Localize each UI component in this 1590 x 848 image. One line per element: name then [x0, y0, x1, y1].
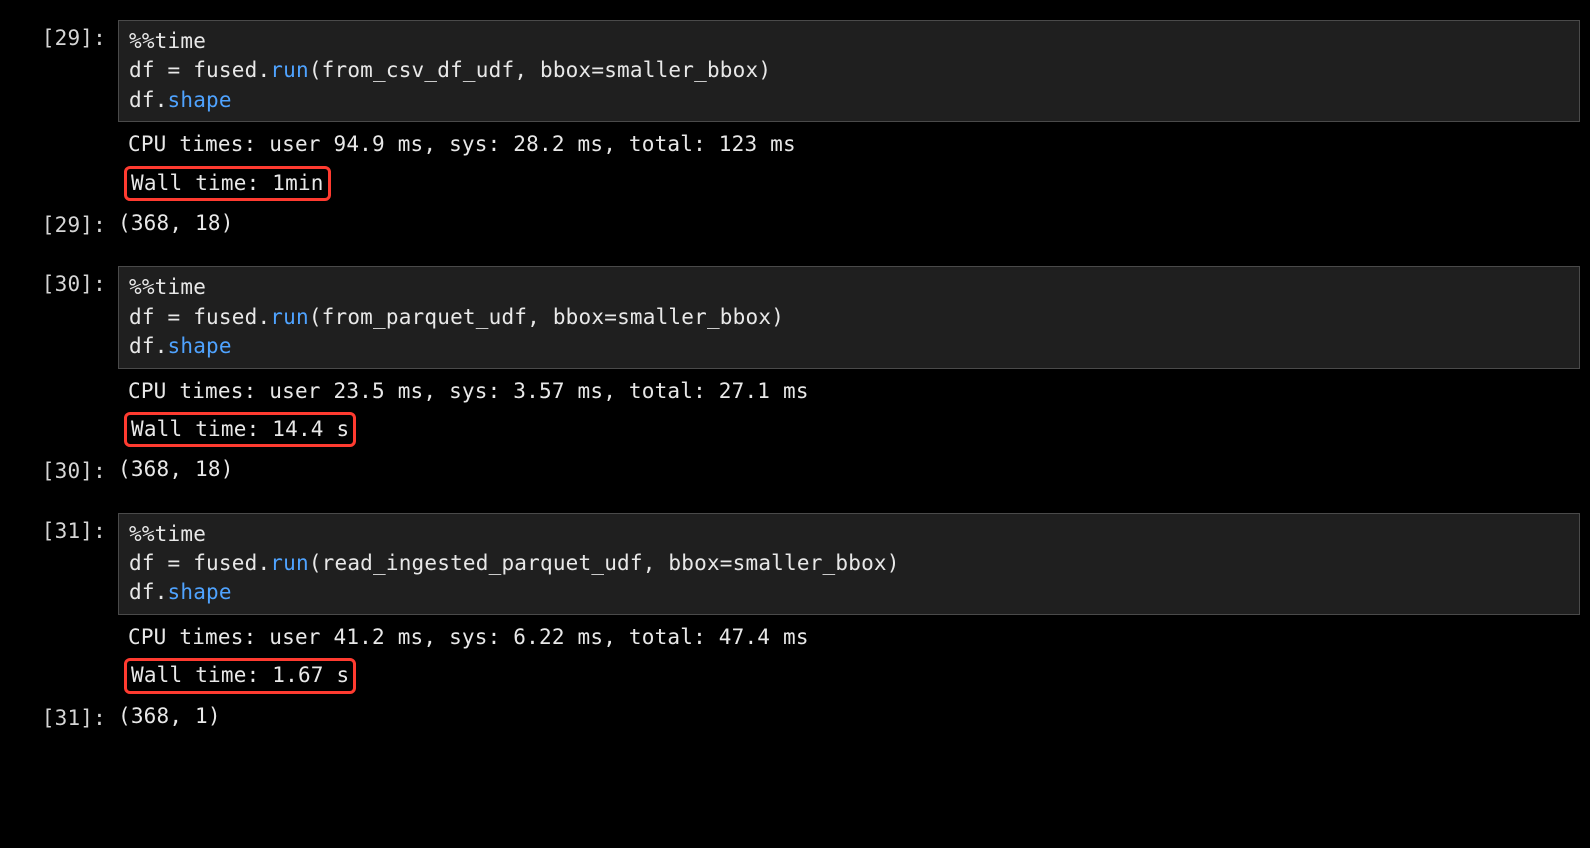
output-prompt: [30]:: [10, 453, 118, 486]
code-attr: shape: [168, 580, 232, 604]
code-eq2: =: [604, 305, 617, 329]
code-module: fused: [193, 551, 257, 575]
result-text: (368, 18): [118, 453, 1580, 486]
code-kwarg: bbox: [668, 551, 719, 575]
input-prompt: [30]:: [10, 266, 118, 368]
output-row: [31]: (368, 1): [10, 700, 1580, 733]
code-eq2: =: [591, 58, 604, 82]
wall-time-text: Wall time: 1min: [131, 171, 324, 195]
output-prompt: [29]:: [10, 207, 118, 240]
code-open: (: [309, 58, 322, 82]
wall-time-row: Wall time: 14.4 s: [118, 408, 1580, 449]
code-kwarg: bbox: [540, 58, 591, 82]
code-magic: %%time: [129, 275, 206, 299]
code-open: (: [309, 551, 322, 575]
code-close: ): [771, 305, 784, 329]
code-kwval: smaller_bbox: [733, 551, 887, 575]
notebook-cell: [31]: %%time df = fused.run(read_ingeste…: [10, 513, 1580, 733]
stdout-row: CPU times: user 94.9 ms, sys: 28.2 ms, t…: [10, 126, 1580, 203]
code-attr: shape: [168, 334, 232, 358]
code-input-area[interactable]: %%time df = fused.run(read_ingested_parq…: [118, 513, 1580, 615]
code-fn: run: [270, 58, 309, 82]
wall-time-highlight: Wall time: 1min: [124, 166, 331, 201]
code-lhs: df: [129, 58, 155, 82]
code-arg: from_parquet_udf: [322, 305, 528, 329]
empty-prompt: [10, 373, 118, 450]
code-eq: =: [155, 58, 194, 82]
cpu-times-line: CPU times: user 23.5 ms, sys: 3.57 ms, t…: [118, 373, 1580, 408]
code-open: (: [309, 305, 322, 329]
code-obj: df: [129, 334, 155, 358]
code-eq: =: [155, 305, 194, 329]
code-magic: %%time: [129, 522, 206, 546]
empty-prompt: [10, 126, 118, 203]
wall-time-highlight: Wall time: 1.67 s: [124, 658, 356, 693]
output-prompt: [31]:: [10, 700, 118, 733]
code-comma: ,: [643, 551, 669, 575]
code-dot: .: [257, 551, 270, 575]
code-comma: ,: [514, 58, 540, 82]
input-prompt: [29]:: [10, 20, 118, 122]
code-obj: df: [129, 88, 155, 112]
code-arg: from_csv_df_udf: [322, 58, 515, 82]
code-module: fused: [193, 58, 257, 82]
code-dot2: .: [155, 88, 168, 112]
result-text: (368, 1): [118, 700, 1580, 733]
notebook-cell: [30]: %%time df = fused.run(from_parquet…: [10, 266, 1580, 486]
code-lhs: df: [129, 305, 155, 329]
cpu-times-line: CPU times: user 41.2 ms, sys: 6.22 ms, t…: [118, 619, 1580, 654]
input-prompt: [31]:: [10, 513, 118, 615]
code-kwval: smaller_bbox: [617, 305, 771, 329]
input-row: [30]: %%time df = fused.run(from_parquet…: [10, 266, 1580, 368]
code-kwval: smaller_bbox: [604, 58, 758, 82]
code-input-area[interactable]: %%time df = fused.run(from_csv_df_udf, b…: [118, 20, 1580, 122]
code-dot2: .: [155, 580, 168, 604]
wall-time-text: Wall time: 14.4 s: [131, 417, 349, 441]
result-text: (368, 18): [118, 207, 1580, 240]
code-input-area[interactable]: %%time df = fused.run(from_parquet_udf, …: [118, 266, 1580, 368]
code-fn: run: [270, 551, 309, 575]
code-comma: ,: [527, 305, 553, 329]
notebook-cell: [29]: %%time df = fused.run(from_csv_df_…: [10, 20, 1580, 240]
code-fn: run: [270, 305, 309, 329]
code-module: fused: [193, 305, 257, 329]
output-row: [30]: (368, 18): [10, 453, 1580, 486]
stdout-row: CPU times: user 23.5 ms, sys: 3.57 ms, t…: [10, 373, 1580, 450]
cpu-times-line: CPU times: user 94.9 ms, sys: 28.2 ms, t…: [118, 126, 1580, 161]
input-row: [29]: %%time df = fused.run(from_csv_df_…: [10, 20, 1580, 122]
input-row: [31]: %%time df = fused.run(read_ingeste…: [10, 513, 1580, 615]
wall-time-text: Wall time: 1.67 s: [131, 663, 349, 687]
code-eq: =: [155, 551, 194, 575]
wall-time-row: Wall time: 1min: [118, 162, 1580, 203]
code-magic: %%time: [129, 29, 206, 53]
code-close: ): [887, 551, 900, 575]
code-dot: .: [257, 305, 270, 329]
code-arg: read_ingested_parquet_udf: [322, 551, 643, 575]
code-lhs: df: [129, 551, 155, 575]
wall-time-highlight: Wall time: 14.4 s: [124, 412, 356, 447]
code-attr: shape: [168, 88, 232, 112]
output-row: [29]: (368, 18): [10, 207, 1580, 240]
code-obj: df: [129, 580, 155, 604]
code-dot: .: [257, 58, 270, 82]
code-close: ): [758, 58, 771, 82]
wall-time-row: Wall time: 1.67 s: [118, 654, 1580, 695]
code-dot2: .: [155, 334, 168, 358]
code-eq2: =: [720, 551, 733, 575]
code-kwarg: bbox: [553, 305, 604, 329]
stdout-row: CPU times: user 41.2 ms, sys: 6.22 ms, t…: [10, 619, 1580, 696]
empty-prompt: [10, 619, 118, 696]
